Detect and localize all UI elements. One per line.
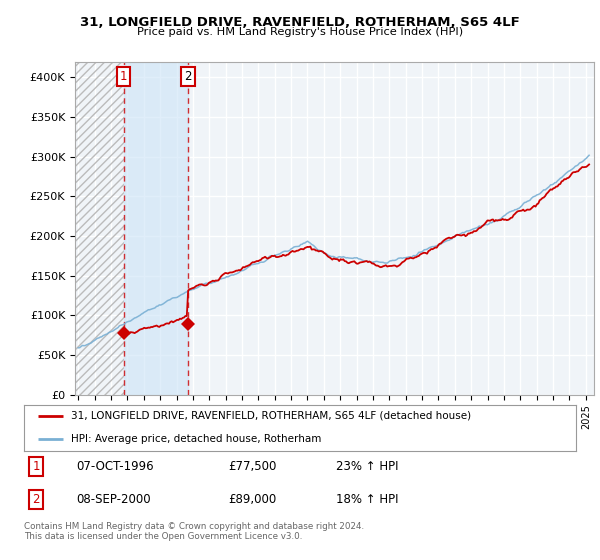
- Text: 31, LONGFIELD DRIVE, RAVENFIELD, ROTHERHAM, S65 4LF: 31, LONGFIELD DRIVE, RAVENFIELD, ROTHERH…: [80, 16, 520, 29]
- Text: 1: 1: [120, 70, 127, 83]
- Text: 2: 2: [32, 493, 40, 506]
- Bar: [75, 62, 124, 395]
- Text: £77,500: £77,500: [228, 460, 277, 473]
- Text: 18% ↑ HPI: 18% ↑ HPI: [336, 493, 398, 506]
- Text: 23% ↑ HPI: 23% ↑ HPI: [336, 460, 398, 473]
- Text: 07-OCT-1996: 07-OCT-1996: [76, 460, 154, 473]
- Text: 31, LONGFIELD DRIVE, RAVENFIELD, ROTHERHAM, S65 4LF (detached house): 31, LONGFIELD DRIVE, RAVENFIELD, ROTHERH…: [71, 411, 471, 421]
- Text: 1: 1: [32, 460, 40, 473]
- Bar: [75, 62, 124, 395]
- Text: 2: 2: [184, 70, 191, 83]
- Text: Price paid vs. HM Land Registry's House Price Index (HPI): Price paid vs. HM Land Registry's House …: [137, 27, 463, 37]
- Text: Contains HM Land Registry data © Crown copyright and database right 2024.
This d: Contains HM Land Registry data © Crown c…: [24, 522, 364, 542]
- Text: 08-SEP-2000: 08-SEP-2000: [76, 493, 151, 506]
- Text: HPI: Average price, detached house, Rotherham: HPI: Average price, detached house, Roth…: [71, 434, 321, 444]
- Bar: [124, 62, 188, 395]
- Text: £89,000: £89,000: [228, 493, 277, 506]
